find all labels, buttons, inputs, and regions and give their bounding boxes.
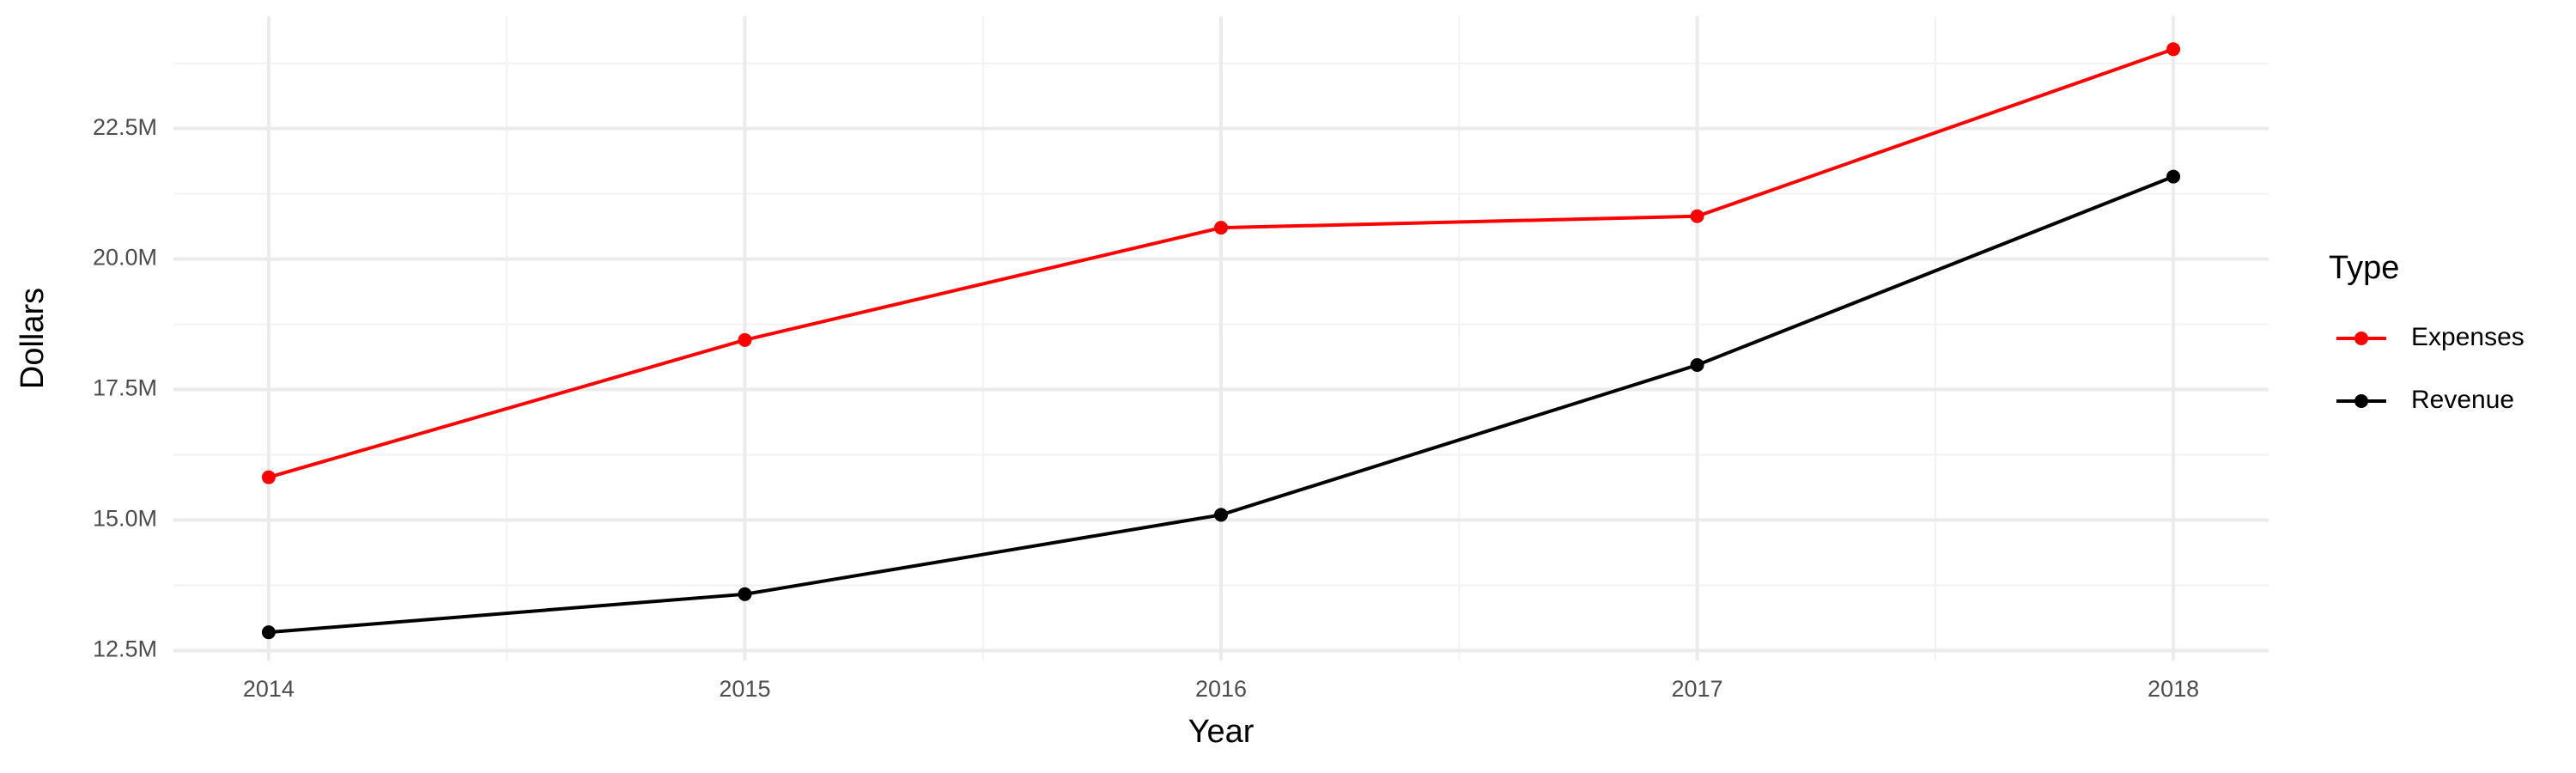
y-tick-label: 22.5M xyxy=(93,114,157,140)
x-tick-label: 2017 xyxy=(1672,676,1723,702)
data-point xyxy=(738,332,752,347)
legend-title: Type xyxy=(2329,250,2399,286)
data-point xyxy=(1214,508,1228,522)
grid xyxy=(173,16,2269,660)
y-tick-label: 12.5M xyxy=(93,636,157,662)
data-point xyxy=(1690,357,1704,372)
x-tick-label: 2014 xyxy=(243,676,295,702)
x-tick-label: 2016 xyxy=(1195,676,1247,702)
data-point xyxy=(738,587,752,601)
y-axis-title: Dollars xyxy=(15,288,51,389)
y-tick-label: 15.0M xyxy=(93,506,157,532)
data-point xyxy=(261,470,276,484)
data-point xyxy=(1690,209,1704,223)
legend-label: Revenue xyxy=(2411,386,2514,414)
legend-label: Expenses xyxy=(2411,323,2524,351)
data-point xyxy=(2166,169,2181,184)
x-axis-title: Year xyxy=(1188,714,1255,750)
data-point xyxy=(261,625,276,640)
legend-swatch-point xyxy=(2354,394,2368,408)
y-tick-label: 17.5M xyxy=(93,375,157,401)
legend-swatch-point xyxy=(2354,332,2368,345)
y-tick-label: 20.0M xyxy=(93,245,157,271)
data-point xyxy=(1214,221,1228,235)
data-point xyxy=(2166,42,2181,57)
x-tick-label: 2015 xyxy=(719,676,770,702)
x-tick-label: 2018 xyxy=(2148,676,2199,702)
